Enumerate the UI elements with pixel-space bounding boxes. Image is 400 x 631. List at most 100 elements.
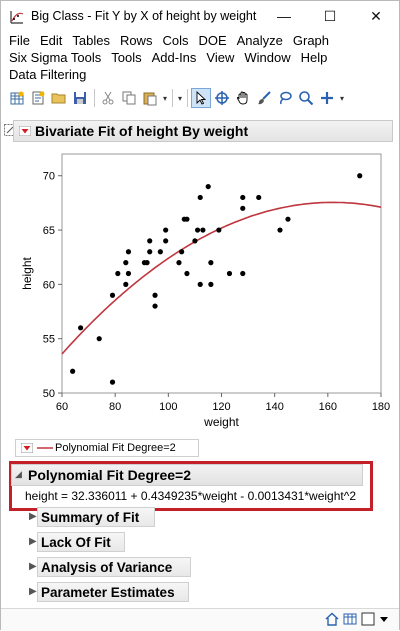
brush-tool-icon[interactable]: [254, 88, 274, 108]
new-table-icon[interactable]: [7, 88, 27, 108]
data-point: [197, 194, 203, 201]
menu-help[interactable]: Help: [300, 50, 328, 65]
data-point: [147, 238, 153, 244]
open-folder-icon[interactable]: [49, 88, 69, 108]
polynomial-fit-title: Polynomial Fit Degree=2: [28, 467, 191, 483]
legend-red-triangle-icon[interactable]: [20, 442, 34, 454]
data-point: [157, 249, 163, 255]
data-point: [78, 325, 84, 331]
crosshair-tool-icon[interactable]: [212, 88, 232, 108]
red-triangle-menu-icon[interactable]: [18, 125, 32, 137]
data-point: [152, 292, 158, 298]
data-point: [109, 292, 116, 298]
menu-add-ins[interactable]: Add-Ins: [151, 50, 197, 65]
toolbar-dropdown-icon[interactable]: ▾: [178, 93, 183, 103]
report-title: Bivariate Fit of height By weight: [35, 123, 249, 139]
y-tick-label: 55: [43, 334, 55, 346]
menu-tables[interactable]: Tables: [72, 33, 110, 48]
x-tick-label: 60: [56, 401, 68, 413]
data-point: [123, 281, 129, 287]
maximize-button[interactable]: ☐: [323, 7, 337, 24]
legend-line-swatch: [37, 447, 53, 449]
data-point: [147, 249, 153, 255]
menu-graph[interactable]: Graph: [292, 33, 330, 48]
menu-file[interactable]: File: [9, 33, 30, 48]
menu-cols[interactable]: Cols: [162, 33, 189, 48]
y-axis-label: height: [20, 256, 34, 289]
data-point: [240, 194, 246, 201]
window-title: Big Class - Fit Y by X of height by weig…: [31, 9, 257, 23]
menu-edit[interactable]: Edit: [39, 33, 63, 48]
analysis-of-variance-section[interactable]: Analysis of Variance: [37, 557, 191, 577]
x-tick-label: 120: [212, 401, 230, 413]
cut-icon[interactable]: [98, 88, 118, 108]
menu-view[interactable]: View: [206, 50, 235, 65]
bivariate-outline-header[interactable]: Bivariate Fit of height By weight: [13, 120, 393, 142]
window-box-icon[interactable]: [361, 612, 375, 626]
data-point: [163, 238, 169, 244]
data-point: [208, 281, 214, 287]
menu-data-filtering[interactable]: Data Filtering: [9, 67, 87, 82]
arrow-tool-icon[interactable]: [191, 88, 212, 108]
menu-doe[interactable]: DOE: [198, 33, 227, 48]
data-point: [216, 227, 222, 233]
data-point: [152, 303, 158, 309]
menu-six-sigma-tools[interactable]: Six Sigma Tools: [9, 50, 102, 65]
legend-label: Polynomial Fit Degree=2: [55, 442, 176, 454]
toolbar-separator: [94, 89, 95, 107]
scatter-chart: 60 80 100 120 140 160 180 50 55 60 65 70 weight heigh…: [20, 153, 390, 429]
data-point: [192, 238, 198, 244]
lasso-tool-icon[interactable]: [275, 88, 295, 108]
save-icon[interactable]: [70, 88, 90, 108]
data-point: [285, 216, 291, 222]
plot-frame: [61, 153, 382, 394]
polynomial-fit-header[interactable]: ◢ Polynomial Fit Degree=2: [11, 464, 363, 486]
data-point: [184, 216, 190, 222]
home-icon[interactable]: [325, 612, 339, 626]
data-point: [240, 270, 246, 277]
menu-row-3: Data Filtering: [9, 67, 96, 82]
toolbar-dropdown-icon[interactable]: ▾: [340, 93, 345, 103]
menu-tools[interactable]: Tools: [111, 50, 142, 65]
minimize-button[interactable]: —: [277, 8, 291, 24]
plus-tool-icon[interactable]: [317, 88, 337, 108]
close-button[interactable]: ✕: [370, 7, 382, 24]
collapse-triangle-icon[interactable]: ◢: [15, 469, 22, 479]
expand-arrow-icon[interactable]: ▶: [29, 536, 37, 547]
data-point: [163, 227, 169, 233]
fit-legend[interactable]: Polynomial Fit Degree=2: [15, 439, 199, 457]
x-tick-label: 160: [319, 401, 337, 413]
expand-arrow-icon[interactable]: ▶: [29, 511, 37, 522]
data-point: [194, 227, 201, 233]
data-point: [123, 260, 129, 266]
data-point: [357, 173, 363, 179]
x-axis-label: weight: [203, 415, 239, 429]
grabber-tool-icon[interactable]: [233, 88, 253, 108]
y-tick-label: 70: [43, 171, 55, 183]
status-dropdown-icon[interactable]: [379, 614, 389, 624]
fit-curve: [61, 201, 382, 355]
menu-rows[interactable]: Rows: [119, 33, 153, 48]
lack-of-fit-section[interactable]: Lack Of Fit: [37, 532, 125, 552]
title-bar: Big Class - Fit Y by X of height by weig…: [1, 1, 399, 32]
parameter-estimates-section[interactable]: Parameter Estimates: [37, 582, 189, 602]
magnifier-tool-icon[interactable]: [296, 88, 316, 108]
new-script-icon[interactable]: [28, 88, 48, 108]
paste-icon[interactable]: [140, 88, 160, 108]
expand-arrow-icon[interactable]: ▶: [29, 561, 37, 572]
status-bar: [1, 608, 399, 631]
menu-window[interactable]: Window: [244, 50, 291, 65]
copy-icon[interactable]: [119, 88, 139, 108]
data-point: [256, 194, 262, 201]
menu-analyze[interactable]: Analyze: [236, 33, 283, 48]
data-point: [184, 270, 190, 277]
expand-arrow-icon[interactable]: ▶: [29, 586, 37, 597]
fit-equation: height = 32.336011 + 0.4349235*weight - …: [25, 489, 357, 503]
summary-of-fit-section[interactable]: Summary of Fit: [37, 507, 155, 527]
toolbar-dropdown-icon[interactable]: ▾: [163, 93, 168, 103]
data-table-icon[interactable]: [343, 612, 357, 626]
x-tick-label: 180: [372, 401, 390, 413]
bivariate-app-icon: [9, 9, 25, 25]
data-point: [277, 227, 283, 233]
